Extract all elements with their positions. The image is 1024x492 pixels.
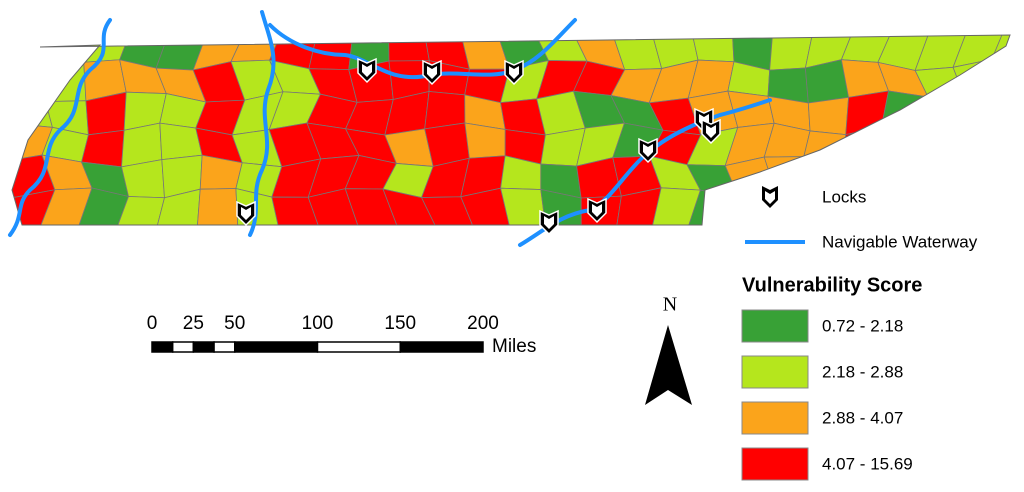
county xyxy=(382,188,436,225)
county xyxy=(81,129,125,168)
county xyxy=(807,96,850,136)
scale-segment xyxy=(316,341,401,353)
county xyxy=(424,91,466,130)
scale-segment xyxy=(213,341,236,353)
legend-swatch xyxy=(741,309,809,343)
county xyxy=(40,187,93,225)
scale-tick-label: 150 xyxy=(384,313,416,334)
scale-tick-label: 0 xyxy=(147,313,158,334)
county xyxy=(879,194,923,225)
lock-icon-inner xyxy=(643,144,653,157)
legend-class-label: 2.88 - 4.07 xyxy=(822,408,903,427)
county xyxy=(991,58,1010,98)
lock-icon-inner xyxy=(509,66,519,79)
lock-icon-inner xyxy=(544,216,554,229)
lock-legend-icon-inner xyxy=(765,191,775,204)
county xyxy=(464,122,506,159)
county xyxy=(919,186,961,225)
north-arrow: N xyxy=(645,294,692,405)
county xyxy=(990,125,1010,167)
legend-swatch xyxy=(741,401,809,435)
scale-tick-label: 25 xyxy=(183,313,204,334)
north-arrow-shape xyxy=(645,325,692,405)
lock-icon-inner xyxy=(706,125,716,138)
county xyxy=(388,35,430,62)
north-label: N xyxy=(663,294,677,316)
county xyxy=(12,67,49,103)
county xyxy=(952,58,1006,104)
scale-segment xyxy=(399,341,484,353)
state-outline xyxy=(11,34,1011,226)
county xyxy=(957,156,1005,192)
legend-title: Vulnerability Score xyxy=(742,274,922,296)
county xyxy=(197,188,239,225)
scale-tick-label: 50 xyxy=(224,313,245,334)
lock-icon-inner xyxy=(592,204,602,217)
tennessee-river-west xyxy=(248,10,276,237)
counties xyxy=(12,35,1010,225)
county xyxy=(12,35,51,71)
county xyxy=(992,164,1010,200)
county xyxy=(916,96,968,133)
legend: Locks Navigable Waterway Vulnerability S… xyxy=(741,186,978,481)
county xyxy=(121,159,165,199)
legend-waterway: Navigable Waterway xyxy=(822,232,978,251)
legend-class-label: 0.72 - 2.18 xyxy=(822,316,903,335)
county xyxy=(880,90,929,128)
lock-icon-inner xyxy=(362,64,372,77)
scale-tick-label: 100 xyxy=(302,313,334,334)
legend-swatch xyxy=(741,355,809,389)
scale-segment xyxy=(234,341,319,353)
county xyxy=(881,123,925,166)
county xyxy=(156,188,201,225)
legend-locks: Locks xyxy=(822,187,866,206)
legend-swatch xyxy=(741,447,809,481)
county xyxy=(953,96,1006,135)
county xyxy=(883,156,925,200)
county xyxy=(957,186,1001,225)
scale-unit: Miles xyxy=(492,336,536,357)
county xyxy=(803,156,851,192)
county xyxy=(12,189,56,225)
legend-class-label: 2.18 - 2.88 xyxy=(822,362,903,381)
county xyxy=(993,191,1010,225)
county xyxy=(990,90,1010,135)
county xyxy=(307,188,359,225)
lock-icon-inner xyxy=(241,207,251,220)
county xyxy=(460,35,510,70)
scale-segment xyxy=(171,341,195,353)
scale-tick-label: 200 xyxy=(467,313,499,334)
county xyxy=(460,187,510,225)
county xyxy=(921,156,966,196)
county xyxy=(953,131,1005,167)
county xyxy=(845,90,890,136)
county xyxy=(616,187,662,225)
tennessee-river-east xyxy=(518,98,772,247)
scale-segment xyxy=(192,341,215,353)
legend-class-label: 4.07 - 15.69 xyxy=(822,454,913,473)
county xyxy=(344,188,398,225)
lock-icon-inner xyxy=(427,66,437,79)
county xyxy=(117,196,166,225)
mississippi-river xyxy=(8,18,112,237)
county xyxy=(420,196,474,225)
locks xyxy=(236,57,721,236)
county xyxy=(12,92,53,128)
county xyxy=(652,187,701,225)
county xyxy=(916,122,966,158)
county xyxy=(78,187,130,225)
scale-segment xyxy=(151,341,174,353)
county xyxy=(804,59,850,104)
county xyxy=(271,196,319,225)
county xyxy=(500,187,546,225)
county xyxy=(691,35,735,63)
